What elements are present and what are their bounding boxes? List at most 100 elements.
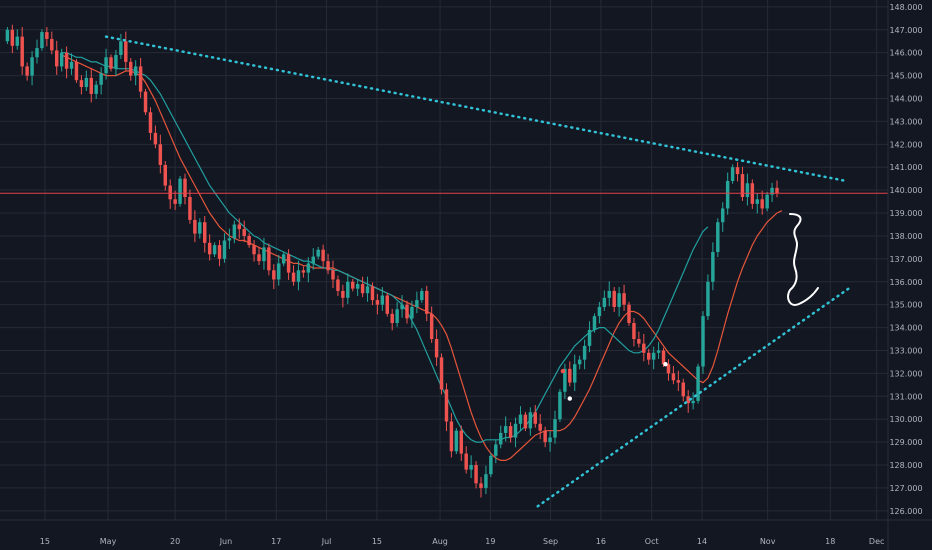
candle[interactable]	[203, 216, 207, 253]
candle[interactable]	[494, 439, 498, 464]
candle[interactable]	[168, 179, 172, 209]
candle[interactable]	[425, 285, 429, 322]
candle[interactable]	[370, 282, 375, 306]
candle[interactable]	[291, 265, 296, 286]
candle[interactable]	[415, 291, 419, 314]
candle[interactable]	[523, 411, 528, 432]
candle[interactable]	[484, 465, 488, 495]
candle[interactable]	[518, 406, 523, 430]
candle[interactable]	[533, 405, 537, 428]
candle[interactable]	[528, 407, 533, 436]
candle[interactable]	[666, 359, 671, 381]
candle[interactable]	[558, 388, 562, 422]
candle[interactable]	[508, 422, 513, 443]
candle[interactable]	[765, 191, 769, 212]
candle[interactable]	[553, 410, 557, 444]
candle[interactable]	[262, 237, 266, 270]
candle[interactable]	[365, 276, 370, 302]
candle[interactable]	[721, 202, 725, 232]
candle[interactable]	[321, 244, 325, 269]
candle[interactable]	[188, 189, 192, 224]
candle[interactable]	[489, 453, 493, 477]
candle[interactable]	[237, 218, 241, 239]
candle[interactable]	[222, 233, 227, 263]
candle[interactable]	[148, 107, 153, 141]
candle[interactable]	[681, 378, 685, 402]
candle[interactable]	[104, 48, 108, 80]
candle[interactable]	[35, 39, 39, 64]
candle[interactable]	[385, 292, 389, 317]
candle[interactable]	[183, 173, 187, 205]
candle[interactable]	[79, 75, 84, 95]
candle[interactable]	[114, 49, 118, 77]
candle[interactable]	[592, 313, 597, 333]
candle[interactable]	[15, 29, 19, 50]
candle[interactable]	[119, 33, 123, 59]
candle[interactable]	[207, 234, 212, 261]
candle[interactable]	[568, 361, 572, 387]
candle[interactable]	[158, 134, 163, 174]
candle[interactable]	[637, 331, 641, 348]
candle[interactable]	[602, 290, 607, 311]
candle[interactable]	[326, 253, 330, 275]
candle[interactable]	[735, 162, 740, 182]
candle[interactable]	[548, 431, 552, 452]
candle[interactable]	[286, 249, 291, 280]
candle[interactable]	[346, 273, 350, 304]
candle[interactable]	[543, 426, 547, 448]
candle[interactable]	[296, 260, 301, 291]
candle[interactable]	[94, 80, 98, 99]
candle[interactable]	[173, 190, 177, 211]
candle[interactable]	[730, 164, 735, 184]
candle[interactable]	[651, 346, 656, 370]
candle[interactable]	[99, 67, 103, 95]
candle[interactable]	[380, 287, 385, 311]
trendline[interactable]	[104, 35, 848, 183]
x-axis-panel[interactable]	[0, 520, 932, 550]
candle[interactable]	[439, 353, 444, 395]
candle[interactable]	[40, 29, 44, 51]
candle[interactable]	[691, 392, 695, 410]
candle[interactable]	[671, 366, 676, 385]
candle[interactable]	[390, 308, 394, 331]
candle[interactable]	[257, 246, 261, 266]
candle[interactable]	[755, 193, 759, 214]
candle[interactable]	[30, 51, 34, 86]
candle[interactable]	[617, 287, 621, 317]
candle[interactable]	[138, 57, 143, 98]
candle[interactable]	[642, 333, 646, 362]
candle[interactable]	[632, 317, 636, 347]
candle[interactable]	[469, 455, 473, 479]
candle[interactable]	[89, 68, 93, 103]
candle[interactable]	[770, 182, 774, 203]
candle[interactable]	[538, 414, 542, 440]
candle[interactable]	[503, 416, 508, 442]
candle[interactable]	[316, 246, 320, 260]
candle[interactable]	[247, 233, 251, 248]
candle[interactable]	[198, 218, 202, 239]
candle[interactable]	[360, 276, 365, 298]
candle[interactable]	[405, 300, 409, 324]
candle[interactable]	[74, 59, 79, 83]
candle[interactable]	[449, 413, 454, 458]
candle[interactable]	[429, 306, 434, 343]
candle[interactable]	[277, 254, 281, 286]
candle[interactable]	[64, 46, 69, 79]
candle[interactable]	[25, 62, 29, 81]
candle[interactable]	[178, 175, 182, 207]
candle[interactable]	[622, 284, 626, 311]
candle[interactable]	[217, 240, 222, 267]
candle[interactable]	[701, 311, 705, 374]
candle[interactable]	[331, 260, 335, 288]
candle[interactable]	[474, 461, 478, 489]
candle[interactable]	[20, 27, 24, 75]
candle[interactable]	[612, 287, 616, 312]
candle[interactable]	[153, 125, 158, 149]
candle[interactable]	[434, 329, 439, 366]
candle[interactable]	[656, 342, 661, 359]
candle[interactable]	[573, 354, 577, 392]
candle[interactable]	[84, 70, 89, 91]
candle[interactable]	[676, 370, 681, 392]
candle[interactable]	[5, 27, 10, 44]
